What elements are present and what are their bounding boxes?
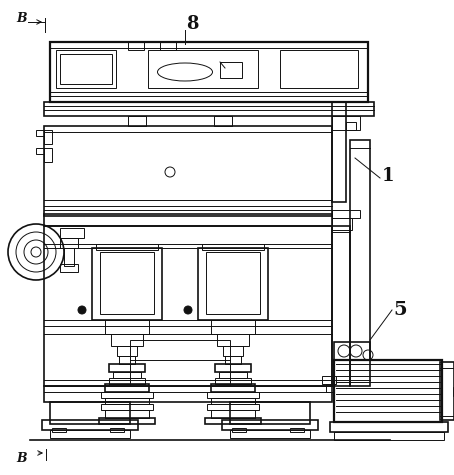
Bar [111, 334, 143, 346]
Bar [60, 228, 84, 238]
Bar [105, 320, 149, 334]
Bar [332, 116, 360, 130]
Bar [105, 384, 149, 392]
Bar [332, 218, 352, 230]
Bar [56, 50, 116, 88]
Bar [211, 410, 255, 418]
Bar [330, 422, 448, 432]
Bar [211, 398, 255, 404]
Bar [334, 360, 442, 422]
Text: 5: 5 [393, 301, 407, 319]
Bar [223, 346, 243, 356]
Bar [148, 50, 258, 88]
Bar [346, 122, 356, 130]
Bar [50, 402, 130, 424]
Bar [44, 214, 332, 226]
Bar [60, 264, 78, 272]
Bar [92, 248, 162, 320]
Bar [215, 378, 251, 384]
Bar [207, 392, 259, 398]
Bar [117, 346, 137, 356]
Bar [222, 420, 318, 430]
Bar [202, 244, 264, 250]
Bar [99, 418, 155, 424]
Bar [96, 244, 158, 250]
Bar [290, 428, 304, 432]
Text: B: B [17, 452, 27, 465]
Bar [60, 54, 112, 84]
Bar [230, 402, 310, 424]
Bar [207, 404, 259, 410]
Bar [214, 116, 232, 126]
Bar [110, 428, 124, 432]
Text: B: B [17, 11, 27, 25]
Bar [160, 42, 176, 50]
Bar [220, 62, 242, 78]
Bar [101, 404, 153, 410]
Bar [334, 432, 444, 440]
Circle shape [184, 306, 192, 314]
Bar [44, 126, 332, 216]
Bar [100, 252, 154, 314]
Bar [128, 42, 144, 50]
Circle shape [78, 306, 86, 314]
Bar [211, 320, 255, 334]
Bar [50, 42, 368, 102]
Bar [109, 364, 145, 372]
Bar [215, 364, 251, 372]
Bar [332, 102, 346, 202]
Bar [101, 392, 153, 398]
Bar [50, 430, 130, 438]
Text: 8: 8 [186, 15, 198, 33]
Bar [350, 140, 370, 386]
Bar [334, 342, 370, 360]
Bar [322, 376, 336, 384]
Bar [280, 50, 358, 88]
Bar [326, 384, 334, 392]
Bar [332, 226, 350, 386]
Bar [113, 372, 141, 378]
Bar [128, 116, 146, 126]
Bar [440, 362, 454, 420]
Bar [230, 430, 310, 438]
Bar [64, 248, 74, 266]
Bar [198, 248, 268, 320]
Bar [36, 130, 44, 136]
Bar [44, 386, 332, 402]
Bar [60, 238, 78, 248]
Bar [119, 356, 135, 364]
Bar [211, 384, 255, 392]
Bar [332, 210, 360, 218]
Text: 1: 1 [382, 167, 394, 185]
Bar [44, 102, 374, 116]
Bar [109, 378, 145, 384]
Bar [44, 148, 52, 162]
Bar [42, 420, 138, 430]
Bar [105, 410, 149, 418]
Bar [232, 428, 246, 432]
Bar [205, 418, 261, 424]
Bar [52, 428, 66, 432]
Bar [105, 398, 149, 404]
Bar [206, 252, 260, 314]
Bar [36, 148, 44, 154]
Bar [44, 130, 52, 144]
Bar [219, 372, 247, 378]
Bar [44, 226, 332, 386]
Bar [130, 340, 230, 386]
Bar [217, 334, 249, 346]
Bar [225, 356, 241, 364]
